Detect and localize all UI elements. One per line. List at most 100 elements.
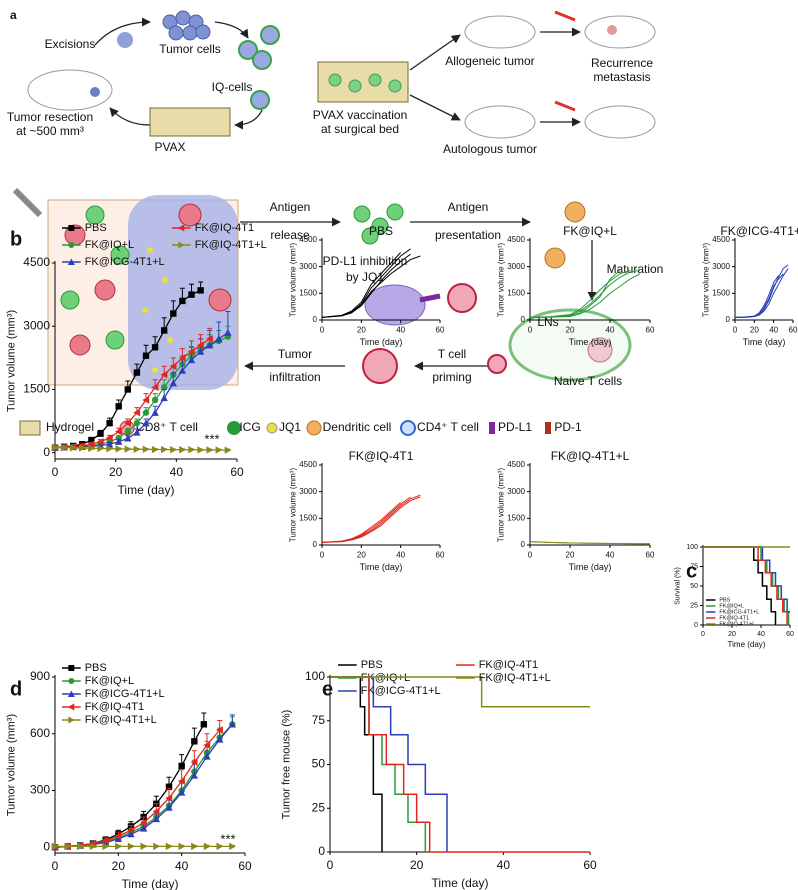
- marker: [190, 771, 199, 779]
- y-tick-label: 1500: [299, 513, 317, 522]
- marker: [196, 347, 205, 355]
- legend-icon: [545, 422, 551, 434]
- mouse: [464, 15, 536, 49]
- marker: [139, 819, 147, 827]
- laser: [12, 187, 43, 218]
- tumor: [607, 25, 617, 35]
- text: Tumor cells: [159, 42, 221, 56]
- marker: [102, 842, 110, 851]
- marker: [215, 726, 223, 734]
- y-tick-label: 1500: [712, 288, 730, 297]
- marker: [87, 440, 95, 448]
- y-axis-label: Tumor volume (mm³): [288, 467, 297, 542]
- y-tick-label: 1500: [23, 382, 50, 396]
- annotation: ***: [204, 431, 219, 446]
- marker: [140, 842, 148, 851]
- text: Tumor resection: [7, 110, 93, 124]
- x-axis-label: Time (day): [360, 562, 403, 572]
- marker: [133, 369, 141, 376]
- marker: [179, 297, 186, 305]
- y-tick-label: 0: [521, 540, 526, 549]
- legend-label: FK@IQ+L: [361, 672, 410, 684]
- marker: [190, 758, 198, 766]
- legend-text: CD4⁺ T cell: [417, 420, 479, 434]
- arrow: [94, 17, 151, 46]
- chart-title: PBS: [369, 224, 393, 238]
- marker: [142, 419, 150, 427]
- x-tick-label: 40: [497, 858, 511, 872]
- text: PVAX vaccination: [313, 108, 408, 122]
- chart-title: FK@IQ-4T1: [349, 449, 414, 463]
- excised-tumor: [117, 32, 133, 48]
- x-tick-label: 60: [436, 550, 445, 559]
- y-tick-label: 0: [313, 315, 318, 324]
- legend-label: FK@IQ-4T1: [479, 659, 538, 671]
- t-cell: [362, 348, 398, 384]
- text: at surgical bed: [321, 122, 399, 136]
- marker: [224, 446, 232, 454]
- marker: [89, 842, 97, 851]
- y-tick-label: 3000: [23, 318, 50, 332]
- hydrogel: [149, 107, 231, 137]
- survival-line: [703, 546, 790, 613]
- x-tick-label: 20: [750, 325, 759, 334]
- marker: [124, 434, 132, 442]
- y-axis-label: Tumor volume (mm³): [496, 242, 505, 317]
- legend-label: FK@IQ-4T1+L: [719, 621, 755, 627]
- y-tick-label: 0: [726, 315, 731, 324]
- legend-label: PBS: [361, 659, 383, 671]
- marker: [178, 842, 186, 851]
- x-tick-label: 60: [646, 550, 655, 559]
- marker: [178, 366, 187, 374]
- marker: [191, 738, 198, 745]
- marker: [142, 445, 150, 454]
- marker: [178, 354, 186, 362]
- panel-label: b: [10, 228, 22, 250]
- y-tick-label: 75: [312, 713, 326, 727]
- x-axis-label: Time (day): [118, 483, 175, 497]
- series-line: [321, 496, 421, 543]
- y-tick-label: 0: [318, 844, 325, 858]
- marker: [188, 291, 195, 298]
- marker: [151, 383, 159, 392]
- marker: [215, 446, 223, 454]
- x-tick-label: 0: [327, 858, 334, 872]
- series-line: [529, 269, 631, 318]
- y-tick-label: 100: [305, 669, 325, 683]
- legend-text: ICG: [239, 420, 260, 434]
- marker: [68, 242, 75, 248]
- marker: [68, 678, 75, 684]
- legend-label: FK@IQ-4T1+L: [195, 239, 267, 251]
- marker: [197, 287, 204, 294]
- x-tick-label: 40: [175, 859, 189, 873]
- t-cell: [487, 354, 507, 374]
- marker: [228, 720, 237, 728]
- y-tick-label: 3000: [299, 487, 317, 496]
- x-axis-label: Time (day): [122, 877, 179, 890]
- legend-icon: [19, 420, 41, 436]
- legend-text: Dendritic cell: [323, 420, 392, 434]
- y-tick-label: 50: [690, 583, 698, 590]
- x-tick-label: 40: [396, 325, 405, 334]
- marker: [179, 446, 187, 454]
- marker: [106, 419, 113, 427]
- x-tick-label: 20: [410, 858, 424, 872]
- y-tick-label: 0: [521, 315, 526, 324]
- text: priming: [432, 370, 471, 384]
- marker: [96, 438, 104, 446]
- x-tick-label: 0: [320, 325, 325, 334]
- marker: [67, 703, 75, 711]
- mouse: [27, 69, 113, 111]
- marker: [97, 444, 105, 453]
- naive-t-cell: [587, 337, 613, 363]
- marker: [224, 328, 232, 336]
- x-tick-label: 60: [436, 325, 445, 334]
- marker: [114, 832, 122, 840]
- legend-icon: [489, 422, 495, 434]
- marker: [142, 396, 150, 404]
- text: PD-L1 inhibition: [323, 254, 408, 268]
- legend-label: FK@IQ+L: [719, 603, 744, 609]
- x-axis-label: Time (day): [728, 640, 766, 649]
- marker: [51, 842, 59, 851]
- marker: [177, 788, 186, 796]
